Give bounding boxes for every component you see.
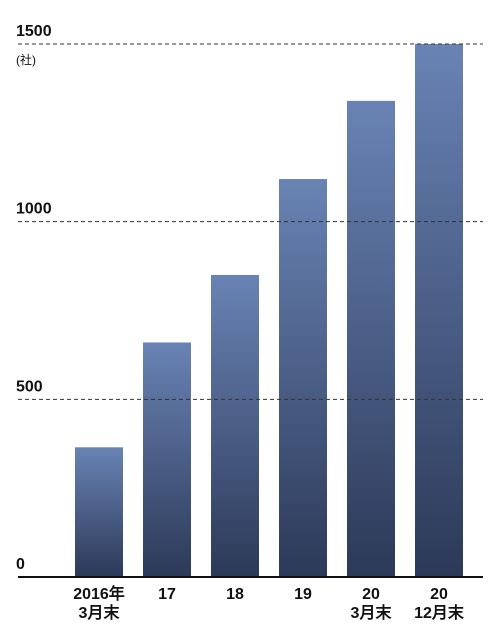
- bar: [75, 447, 123, 577]
- unit-label: (社): [16, 52, 36, 67]
- y-tick-label: 500: [16, 378, 43, 395]
- bar: [143, 342, 191, 577]
- x-tick-label: 18: [226, 586, 244, 603]
- bar: [211, 274, 259, 577]
- y-tick-label: 1000: [16, 201, 52, 218]
- x-tick-label: 2016年 3月末: [73, 584, 125, 622]
- y-tick-label: 1500: [16, 23, 52, 40]
- bar: [415, 44, 463, 577]
- bar: [279, 179, 327, 577]
- y-tick-label: 0: [16, 556, 25, 573]
- x-tick-label: 19: [294, 586, 312, 603]
- x-tick-label: 20 3月末: [351, 586, 393, 622]
- x-tick-label: 17: [158, 586, 176, 603]
- bar: [347, 100, 395, 577]
- x-tick-label: 20 12月末: [414, 586, 465, 622]
